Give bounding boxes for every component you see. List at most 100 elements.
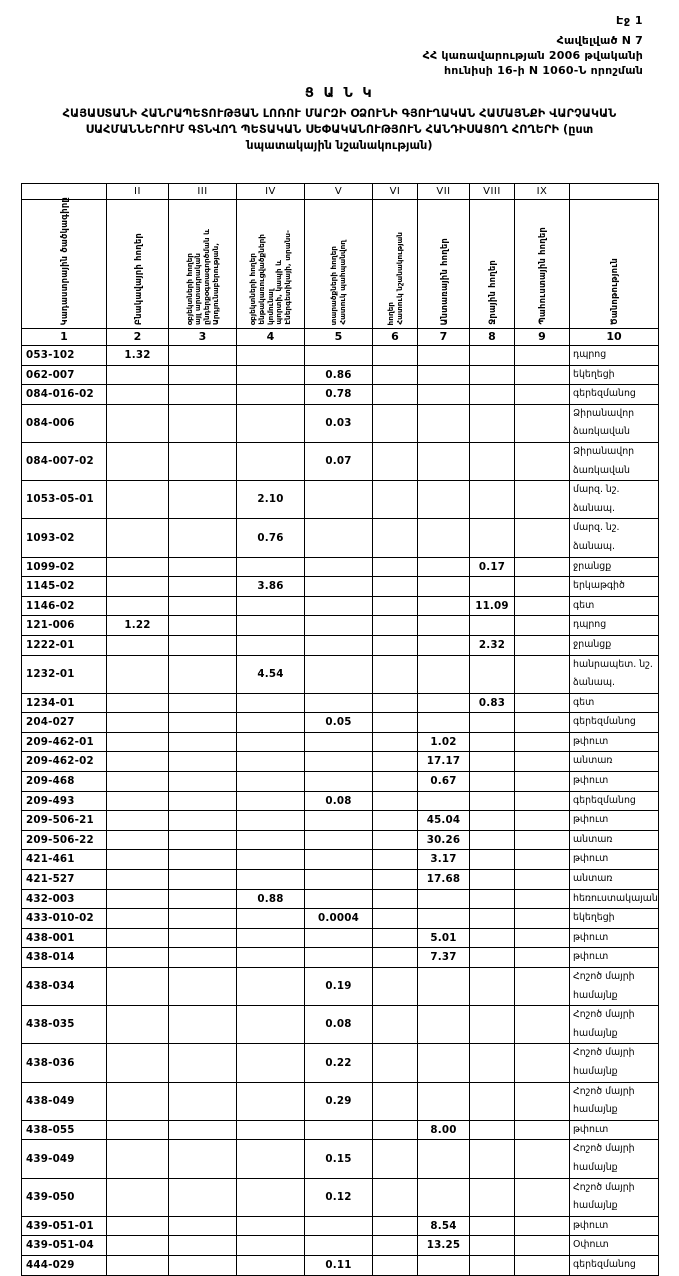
cell-remarks: գետ bbox=[569, 692, 659, 714]
cell-industry bbox=[168, 480, 237, 520]
cell-infrastructure bbox=[236, 947, 305, 968]
cell-remarks: Հոշոծ մայրի համայնք bbox=[569, 1005, 659, 1045]
cell-special bbox=[372, 1177, 418, 1217]
cell-remarks: գերեզմանոց bbox=[569, 384, 659, 405]
cell-cadastral-code: 1053-05-01 bbox=[21, 480, 107, 520]
cell-remarks: Հոշոծ մայրի համայնք bbox=[569, 1081, 659, 1121]
cell-cadastral-code: 439-050 bbox=[21, 1177, 107, 1217]
table-row: 438-001 5.01 թփուտ bbox=[21, 927, 659, 949]
cell-reserve bbox=[514, 1139, 570, 1179]
cell-settlement bbox=[106, 518, 169, 558]
cell-protected: 0.22 bbox=[304, 1043, 373, 1083]
cell-industry bbox=[168, 712, 237, 733]
table-row: 439-051-01 8.54 թփուտ bbox=[21, 1215, 659, 1237]
table-row: 209-506-22 30.26 անտառ bbox=[21, 829, 659, 851]
cell-settlement bbox=[106, 731, 169, 753]
cell-water bbox=[469, 1139, 515, 1179]
header-text: տարածքների հողեր bbox=[329, 245, 339, 325]
cell-water bbox=[469, 345, 515, 366]
cell-settlement bbox=[106, 908, 169, 929]
cell-remarks: գերեզմանոց bbox=[569, 1254, 659, 1276]
column-header-row: Կադաստրային ծածկագիրը Բնակավայրի հողեր Ա… bbox=[21, 196, 659, 329]
cell-water bbox=[469, 927, 515, 949]
header-text: օբյեկտների հողեր bbox=[184, 252, 194, 325]
cell-reserve bbox=[514, 731, 570, 753]
cell-settlement bbox=[106, 595, 169, 617]
cell-special bbox=[372, 480, 418, 520]
cell-forest bbox=[417, 441, 470, 482]
cell-reserve bbox=[514, 908, 570, 929]
cell-industry bbox=[168, 751, 237, 773]
header-text: պորտի, կապի և bbox=[274, 260, 284, 325]
cell-infrastructure bbox=[236, 1235, 305, 1256]
cell-remarks: հանրապետ. նշ. ձանապ. bbox=[569, 654, 659, 694]
cell-water: 0.17 bbox=[469, 556, 515, 578]
cell-special bbox=[372, 908, 418, 929]
cell-protected: 0.08 bbox=[304, 790, 373, 812]
cell-industry bbox=[168, 1119, 237, 1141]
cell-reserve bbox=[514, 480, 570, 520]
table-row: 1232-01 4.54 հանրապետ. նշ. ձանապ. bbox=[21, 654, 659, 694]
cell-forest bbox=[417, 712, 470, 733]
cell-remarks: Հոշոծ մայրի համայնք bbox=[569, 1139, 659, 1179]
roman-cell-6: VI bbox=[372, 183, 418, 200]
cell-forest bbox=[417, 595, 470, 617]
cell-settlement bbox=[106, 480, 169, 520]
cell-settlement bbox=[106, 966, 169, 1007]
cell-infrastructure bbox=[236, 810, 305, 831]
table-row: 209-462-01 1.02 թփուտ bbox=[21, 731, 659, 753]
cell-forest: 30.26 bbox=[417, 829, 470, 851]
reference-line-1: Հավելված N 7 bbox=[556, 34, 643, 47]
cell-infrastructure bbox=[236, 927, 305, 949]
cell-cadastral-code: 1093-02 bbox=[21, 518, 107, 558]
cell-infrastructure bbox=[236, 1005, 305, 1045]
cell-forest bbox=[417, 1139, 470, 1179]
cell-forest: 13.25 bbox=[417, 1235, 470, 1256]
cell-special bbox=[372, 1005, 418, 1045]
cell-remarks: հեռուստակայան bbox=[569, 888, 659, 910]
cell-protected bbox=[304, 869, 373, 890]
cell-infrastructure bbox=[236, 712, 305, 733]
cell-special bbox=[372, 790, 418, 812]
cell-reserve bbox=[514, 1215, 570, 1237]
header-text: Կադաստրային ծածկագիրը bbox=[59, 196, 69, 325]
cell-water bbox=[469, 1215, 515, 1237]
cell-cadastral-code: 438-055 bbox=[21, 1119, 107, 1141]
cell-cadastral-code: 121-006 bbox=[21, 615, 107, 636]
header-text: օբյեկտների հողեր bbox=[248, 252, 258, 325]
cell-forest: 5.01 bbox=[417, 927, 470, 949]
cell-reserve bbox=[514, 441, 570, 482]
header-text: Արդյունաբերության, bbox=[210, 242, 220, 325]
column-number-5: 5 bbox=[304, 328, 373, 346]
cell-remarks: Հոշոծ մայրի համայնք bbox=[569, 966, 659, 1007]
cell-water bbox=[469, 849, 515, 871]
cell-special bbox=[372, 1215, 418, 1237]
cell-reserve bbox=[514, 654, 570, 694]
cell-special bbox=[372, 947, 418, 968]
cell-protected bbox=[304, 771, 373, 792]
cell-settlement bbox=[106, 1254, 169, 1276]
header-industry-lands: Արդյունաբերության, ընդերքօգտագործման և ա… bbox=[168, 199, 237, 329]
cell-protected bbox=[304, 751, 373, 773]
cell-special bbox=[372, 810, 418, 831]
cell-industry bbox=[168, 1043, 237, 1083]
cell-settlement bbox=[106, 1043, 169, 1083]
cell-cadastral-code: 062-007 bbox=[21, 364, 107, 386]
cell-remarks: անտառ bbox=[569, 869, 659, 890]
cell-protected bbox=[304, 810, 373, 831]
cell-cadastral-code: 209-462-01 bbox=[21, 731, 107, 753]
cell-special bbox=[372, 576, 418, 597]
cell-industry bbox=[168, 634, 237, 656]
cell-protected: 0.78 bbox=[304, 384, 373, 405]
cell-industry bbox=[168, 403, 237, 443]
cell-industry bbox=[168, 829, 237, 851]
column-number-10: 10 bbox=[569, 328, 659, 346]
cell-special bbox=[372, 403, 418, 443]
cell-remarks: ջրանցք bbox=[569, 556, 659, 578]
cell-remarks: դպրոց bbox=[569, 345, 659, 366]
cell-protected bbox=[304, 731, 373, 753]
cell-special bbox=[372, 556, 418, 578]
cell-special bbox=[372, 441, 418, 482]
roman-cell-2: II bbox=[106, 183, 169, 200]
table-row: 204-027 0.05 գերեզմանոց bbox=[21, 712, 659, 733]
